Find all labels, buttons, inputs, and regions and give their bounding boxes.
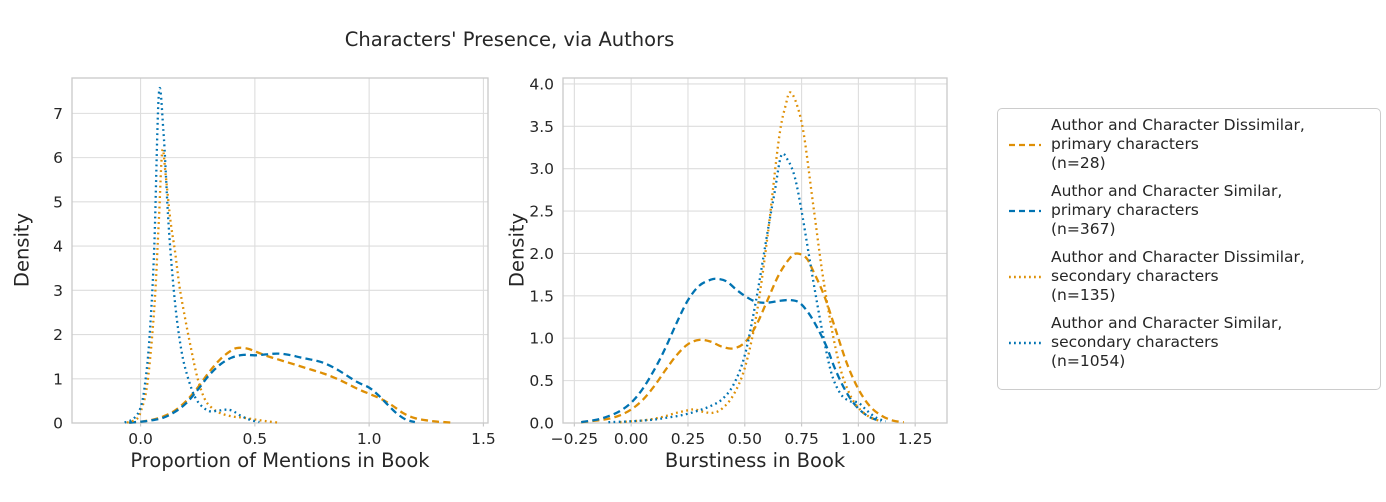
y-tick-label: 0.5: [529, 372, 554, 390]
legend-item: Author and Character Dissimilar, seconda…: [1008, 248, 1370, 305]
y-tick-label: 1.5: [529, 287, 554, 305]
y-tick-label: 3: [53, 282, 63, 300]
x-tick-label: 1.25: [898, 430, 933, 448]
legend-box: Author and Character Dissimilar, primary…: [997, 108, 1381, 390]
axes-frame: [71, 77, 489, 424]
density-curve: [126, 148, 278, 424]
legend-label: Author and Character Dissimilar, primary…: [1051, 116, 1305, 172]
y-tick-label: 0: [53, 415, 63, 433]
axes-frame: [562, 77, 948, 424]
density-curve: [128, 346, 452, 424]
legend-line-sample-blue-dashed: [1009, 209, 1041, 212]
legend-item: Author and Character Similar, secondary …: [1008, 314, 1370, 371]
left-yaxis-label: Density: [10, 212, 34, 288]
y-tick-label: 7: [53, 105, 63, 123]
y-tick-label: 2.0: [529, 245, 554, 263]
density-curve: [619, 91, 882, 424]
legend-label: Author and Character Similar, primary ch…: [1051, 182, 1283, 238]
y-tick-label: 3.0: [529, 160, 554, 178]
legend-item: Author and Character Dissimilar, primary…: [1008, 116, 1370, 173]
y-tick-label: 2: [53, 326, 63, 344]
density-curve: [124, 87, 260, 424]
legend-label: Author and Character Dissimilar, seconda…: [1051, 248, 1305, 304]
x-tick-label: 0.25: [671, 430, 706, 448]
y-tick-label: 2.5: [529, 203, 554, 221]
y-tick-label: 6: [53, 149, 63, 167]
right-yaxis-label: Density: [505, 212, 529, 288]
legend-label: Author and Character Similar, secondary …: [1051, 314, 1283, 370]
legend-line-sample-orange-dotted: [1009, 275, 1041, 278]
legend-line-sample-blue-dotted: [1009, 341, 1041, 344]
density-curve: [128, 352, 416, 424]
x-tick-label: 0.50: [728, 430, 763, 448]
axes-left: 0.0 0.5 1.0 1.5 0 1 2 3 4 5 6 7: [53, 77, 496, 448]
x-tick-label: 0.75: [784, 430, 819, 448]
legend-line-sample-orange-dashed: [1009, 143, 1041, 146]
x-tick-label: 0.00: [614, 430, 649, 448]
x-tick-label: −0.25: [551, 430, 599, 448]
axes-right: −0.25 0.00 0.25 0.50 0.75 1.00 1.25 0.0 0.5 1.0 1.…: [529, 75, 948, 448]
figure-title: Characters' Presence, via Authors: [344, 28, 675, 51]
y-tick-label: 4: [53, 238, 63, 256]
right-xaxis-label: Burstiness in Book: [664, 449, 846, 472]
left-xaxis-label: Proportion of Mentions in Book: [130, 449, 430, 472]
y-tick-label: 4.0: [529, 75, 554, 93]
y-tick-label: 3.5: [529, 118, 554, 136]
x-tick-label: 0.5: [243, 430, 268, 448]
density-curve: [580, 277, 882, 424]
y-tick-label: 1: [53, 370, 63, 388]
y-tick-label: 1.0: [529, 330, 554, 348]
density-curve: [581, 252, 904, 424]
x-tick-label: 1.00: [841, 430, 876, 448]
density-curve: [608, 152, 887, 424]
y-tick-label: 0.0: [529, 415, 554, 433]
x-tick-label: 0.0: [128, 430, 153, 448]
x-tick-label: 1.0: [357, 430, 382, 448]
legend-item: Author and Character Similar, primary ch…: [1008, 182, 1370, 239]
y-tick-label: 5: [53, 193, 63, 211]
x-tick-label: 1.5: [471, 430, 496, 448]
